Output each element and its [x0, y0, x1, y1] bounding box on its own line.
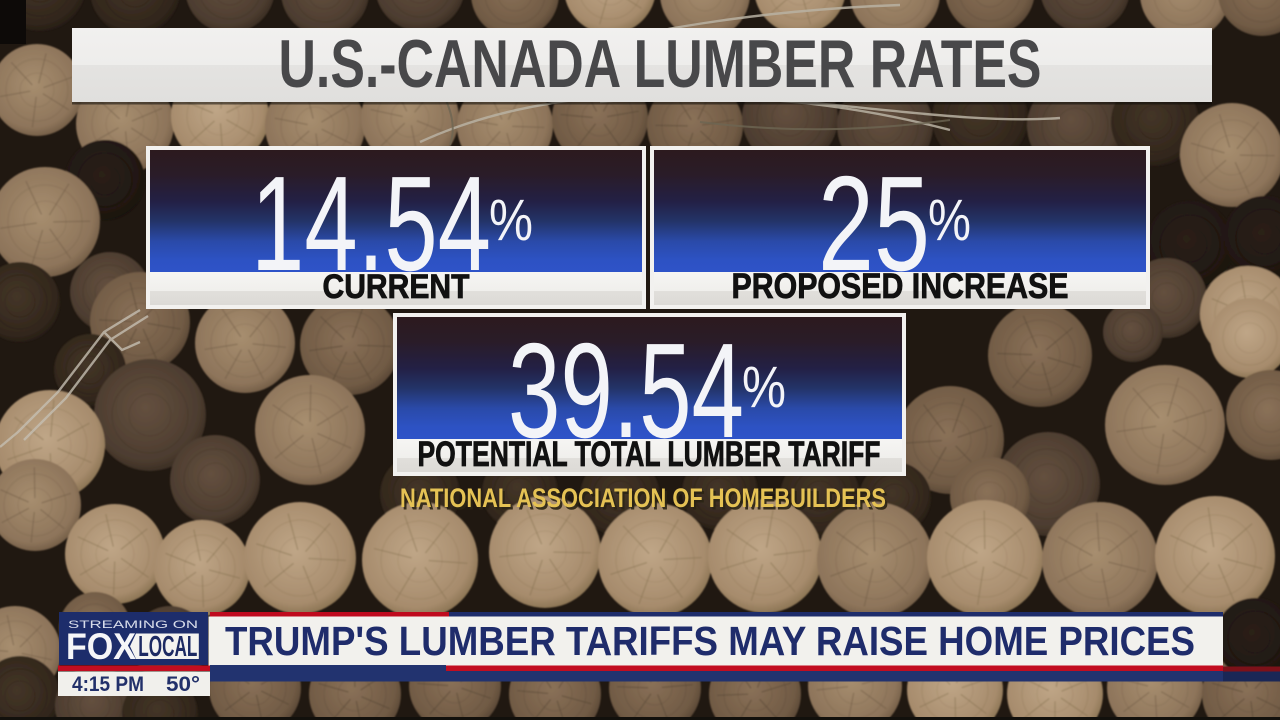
svg-text:U.S.-CANADA LUMBER RATES: U.S.-CANADA LUMBER RATES — [279, 27, 1042, 102]
svg-text:PROPOSED INCREASE: PROPOSED INCREASE — [732, 267, 1069, 306]
svg-text:50°: 50° — [166, 672, 200, 696]
svg-text:%: % — [928, 188, 971, 253]
svg-text:NATIONAL ASSOCIATION OF HOMEBU: NATIONAL ASSOCIATION OF HOMEBUILDERS — [402, 485, 888, 515]
svg-text:14.54: 14.54 — [251, 148, 491, 299]
svg-text:4:15 PM: 4:15 PM — [72, 672, 144, 696]
svg-text:CURRENT: CURRENT — [323, 268, 470, 306]
svg-text:%: % — [742, 355, 786, 420]
svg-text:LOCAL: LOCAL — [138, 631, 197, 663]
svg-text:NATIONAL ASSOCIATION OF HOMEBU: NATIONAL ASSOCIATION OF HOMEBUILDERS — [400, 483, 886, 513]
svg-text:39.54: 39.54 — [508, 315, 744, 466]
svg-text:POTENTIAL TOTAL LUMBER TARIFF: POTENTIAL TOTAL LUMBER TARIFF — [418, 435, 881, 474]
svg-text:TRUMP'S LUMBER TARIFFS MAY RAI: TRUMP'S LUMBER TARIFFS MAY RAISE HOME PR… — [225, 618, 1195, 664]
svg-text:%: % — [489, 188, 533, 253]
svg-text:STREAMING ON: STREAMING ON — [68, 619, 198, 631]
svg-text:25: 25 — [818, 148, 930, 299]
svg-text:FOX: FOX — [66, 625, 136, 667]
